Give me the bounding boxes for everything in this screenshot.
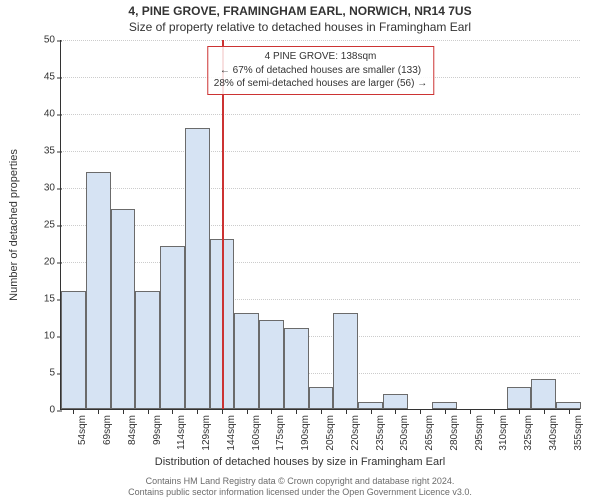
x-tick-mark bbox=[346, 409, 347, 414]
x-tick-label: 114sqm bbox=[176, 415, 187, 450]
gridline bbox=[61, 262, 580, 263]
footer-attribution: Contains HM Land Registry data © Crown c… bbox=[0, 476, 600, 499]
chart-title: 4, PINE GROVE, FRAMINGHAM EARL, NORWICH,… bbox=[0, 4, 600, 18]
x-tick-label: 235sqm bbox=[375, 415, 386, 451]
histogram-bar bbox=[531, 379, 556, 409]
histogram-bar bbox=[259, 320, 284, 409]
y-tick-label: 10 bbox=[44, 331, 61, 342]
x-tick-mark bbox=[569, 409, 570, 414]
x-tick-label: 205sqm bbox=[325, 415, 336, 451]
y-tick-label: 0 bbox=[49, 405, 61, 416]
x-tick-label: 129sqm bbox=[201, 415, 212, 451]
gridline bbox=[61, 40, 580, 41]
y-tick-label: 15 bbox=[44, 294, 61, 305]
x-tick-label: 69sqm bbox=[102, 415, 113, 445]
y-tick-label: 30 bbox=[44, 183, 61, 194]
x-tick-label: 340sqm bbox=[548, 415, 559, 451]
x-tick-mark bbox=[98, 409, 99, 414]
y-tick-label: 35 bbox=[44, 146, 61, 157]
y-tick-label: 5 bbox=[49, 368, 61, 379]
x-tick-label: 325sqm bbox=[523, 415, 534, 451]
x-tick-label: 54sqm bbox=[77, 415, 88, 445]
x-tick-mark bbox=[222, 409, 223, 414]
histogram-bar bbox=[284, 328, 309, 409]
x-tick-mark bbox=[73, 409, 74, 414]
annotation-line-2: ← 67% of detached houses are smaller (13… bbox=[214, 64, 427, 78]
histogram-bar bbox=[135, 291, 160, 409]
x-tick-mark bbox=[197, 409, 198, 414]
gridline bbox=[61, 114, 580, 115]
x-tick-mark bbox=[519, 409, 520, 414]
histogram-bar bbox=[309, 387, 334, 409]
histogram-bar bbox=[86, 172, 111, 409]
x-tick-label: 220sqm bbox=[350, 415, 361, 451]
histogram-bar bbox=[556, 402, 581, 409]
x-tick-mark bbox=[544, 409, 545, 414]
footer-line-1: Contains HM Land Registry data © Crown c… bbox=[0, 476, 600, 487]
x-tick-mark bbox=[123, 409, 124, 414]
y-tick-label: 45 bbox=[44, 72, 61, 83]
x-tick-label: 99sqm bbox=[152, 415, 163, 445]
gridline bbox=[61, 188, 580, 189]
footer-line-2: Contains public sector information licen… bbox=[0, 487, 600, 498]
x-tick-label: 295sqm bbox=[474, 415, 485, 451]
x-tick-mark bbox=[494, 409, 495, 414]
x-tick-label: 250sqm bbox=[399, 415, 410, 451]
x-tick-mark bbox=[247, 409, 248, 414]
histogram-bar bbox=[61, 291, 86, 409]
x-tick-mark bbox=[371, 409, 372, 414]
marker-annotation: 4 PINE GROVE: 138sqm ← 67% of detached h… bbox=[207, 46, 434, 95]
histogram-bar bbox=[111, 209, 136, 409]
histogram-bar bbox=[383, 394, 408, 409]
x-tick-label: 84sqm bbox=[127, 415, 138, 445]
x-tick-mark bbox=[470, 409, 471, 414]
histogram-bar bbox=[234, 313, 259, 409]
histogram-bar bbox=[333, 313, 358, 409]
histogram-bar bbox=[432, 402, 457, 409]
x-tick-mark bbox=[271, 409, 272, 414]
x-tick-mark bbox=[296, 409, 297, 414]
annotation-line-1: 4 PINE GROVE: 138sqm bbox=[214, 50, 427, 64]
x-tick-mark bbox=[445, 409, 446, 414]
chart-subtitle: Size of property relative to detached ho… bbox=[0, 20, 600, 34]
marker-line bbox=[222, 40, 224, 409]
chart-container: 4, PINE GROVE, FRAMINGHAM EARL, NORWICH,… bbox=[0, 0, 600, 500]
x-tick-mark bbox=[395, 409, 396, 414]
y-tick-label: 50 bbox=[44, 35, 61, 46]
histogram-bar bbox=[160, 246, 185, 409]
x-tick-mark bbox=[420, 409, 421, 414]
x-tick-label: 175sqm bbox=[275, 415, 286, 451]
x-tick-mark bbox=[148, 409, 149, 414]
plot-area: 0510152025303540455054sqm69sqm84sqm99sqm… bbox=[60, 40, 580, 410]
x-tick-label: 280sqm bbox=[449, 415, 460, 451]
y-tick-label: 40 bbox=[44, 109, 61, 120]
x-tick-mark bbox=[172, 409, 173, 414]
x-tick-label: 144sqm bbox=[226, 415, 237, 451]
x-tick-label: 355sqm bbox=[573, 415, 584, 451]
annotation-line-3: 28% of semi-detached houses are larger (… bbox=[214, 77, 427, 91]
x-tick-label: 310sqm bbox=[498, 415, 509, 451]
histogram-bar bbox=[185, 128, 210, 409]
histogram-bar bbox=[507, 387, 532, 409]
histogram-bar bbox=[358, 402, 383, 409]
y-tick-label: 25 bbox=[44, 220, 61, 231]
x-tick-mark bbox=[321, 409, 322, 414]
gridline bbox=[61, 225, 580, 226]
x-axis-label: Distribution of detached houses by size … bbox=[0, 456, 600, 468]
gridline bbox=[61, 151, 580, 152]
x-tick-label: 160sqm bbox=[251, 415, 262, 451]
y-axis-label: Number of detached properties bbox=[8, 149, 20, 301]
x-tick-label: 265sqm bbox=[424, 415, 435, 451]
y-tick-label: 20 bbox=[44, 257, 61, 268]
x-tick-label: 190sqm bbox=[300, 415, 311, 451]
